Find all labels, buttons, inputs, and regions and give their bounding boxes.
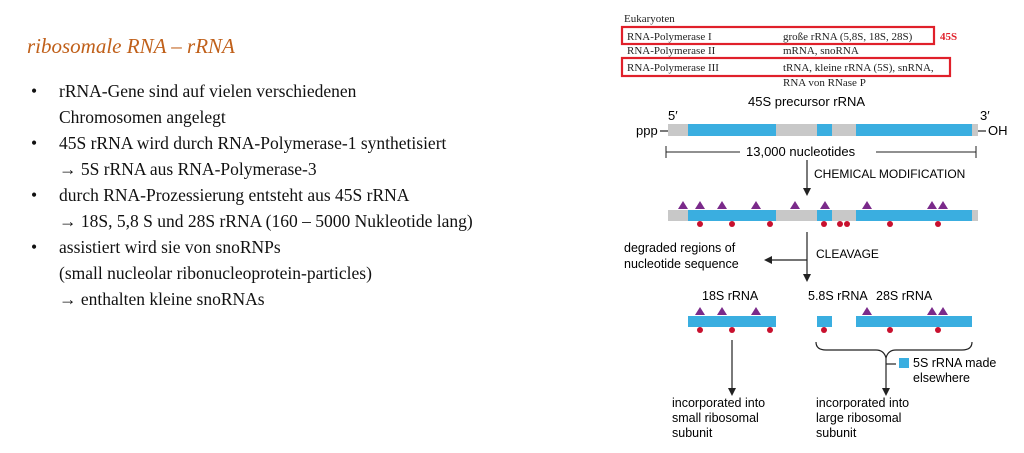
large-subunit-1: incorporated into (816, 396, 909, 410)
bullet-item: rRNA-Gene sind auf vielen verschiedenen … (27, 78, 597, 130)
modified-28s-region (856, 210, 972, 221)
slide-title: ribosomale RNA – rRNA (27, 34, 235, 58)
bullet-line: durch RNA-Prozessierung entsteht aus 45S… (59, 185, 410, 205)
label-28s: 28S rRNA (876, 289, 933, 303)
product-marks-top (695, 307, 948, 315)
bullet-item: durch RNA-Prozessierung entsteht aus 45S… (27, 182, 597, 234)
5s-made-label-2: elsewhere (913, 371, 970, 385)
arrow-step2-head (803, 274, 811, 282)
ppp-label: ppp (636, 123, 658, 138)
modified-58s-region (817, 210, 832, 221)
5s-made-label-1: 5S rRNA made (913, 356, 996, 370)
small-subunit-2: small ribosomal (672, 411, 759, 425)
pol3-name: RNA-Polymerase III (627, 62, 719, 74)
degraded-label-2: nucleotide sequence (624, 257, 739, 271)
bullet-line: → 5S rRNA aus RNA-Polymerase-3 (59, 159, 317, 179)
bullet-line: → 18S, 5,8 S und 28S rRNA (160 – 5000 Nu… (59, 211, 473, 231)
step2-label: CLEAVAGE (816, 247, 879, 261)
small-subunit-1: incorporated into (672, 396, 765, 410)
modified-18s-region (688, 210, 776, 221)
bullet-line: (small nucleolar ribonucleoprotein-parti… (59, 263, 372, 283)
bullet-item: 45S rRNA wird durch RNA-Polymerase-1 syn… (27, 130, 597, 182)
methylation-marks-top (678, 201, 948, 209)
bullet-line: Chromosomen angelegt (59, 107, 226, 127)
label-18s: 18S rRNA (702, 289, 759, 303)
highlight-box-pol1 (620, 25, 936, 46)
three-prime-label: 3′ (980, 108, 990, 123)
highlight-box-pol3 (620, 56, 952, 78)
arrow-step1-head (803, 188, 811, 196)
polymerase-table: Eukaryoten RNA-Polymerase I große rRNA (… (620, 13, 957, 89)
rrna-processing-figure: Eukaryoten RNA-Polymerase I große rRNA (… (620, 13, 1008, 440)
product-58s (817, 316, 832, 327)
length-label: 13,000 nucleotides (746, 144, 856, 159)
precursor-58s-region (817, 124, 832, 136)
length-bracket (665, 146, 977, 158)
step1-label: CHEMICAL MODIFICATION (814, 167, 965, 181)
pol3-product-2: RNA von RNase P (783, 77, 866, 89)
precursor-18s-region (688, 124, 776, 136)
bullet-item: assistiert wird sie von snoRNPs (small n… (27, 234, 597, 312)
product-28s (856, 316, 972, 327)
pol1-product: große rRNA (5,8S, 18S, 28S) (783, 31, 913, 43)
bullet-line: assistiert wird sie von snoRNPs (59, 237, 281, 257)
bullet-list: rRNA-Gene sind auf vielen verschiedenen … (27, 78, 597, 312)
pol1-note: 45S (940, 31, 957, 43)
pol1-name: RNA-Polymerase I (627, 31, 712, 43)
arrow-small-subunit-head (728, 388, 736, 396)
five-prime-label: 5′ (668, 108, 678, 123)
bullet-line: rRNA-Gene sind auf vielen verschiedenen (59, 81, 357, 101)
label-58s: 5.8S rRNA (808, 289, 868, 303)
5s-rrna-square (899, 358, 909, 368)
precursor-28s-region (856, 124, 972, 136)
pseudouridine-marks-bottom (697, 221, 941, 227)
product-marks-bottom (697, 327, 941, 333)
oh-label: OH (988, 123, 1008, 138)
degraded-label-1: degraded regions of (624, 241, 736, 255)
pol2-product: mRNA, snoRNA (783, 45, 859, 57)
bullet-line: 45S rRNA wird durch RNA-Polymerase-1 syn… (59, 133, 447, 153)
arrow-large-subunit-head (882, 388, 890, 396)
table-header: Eukaryoten (624, 13, 675, 25)
small-subunit-3: subunit (672, 426, 713, 440)
degraded-arrow-head (764, 256, 772, 264)
pol2-name: RNA-Polymerase II (627, 45, 716, 57)
pol3-product: tRNA, kleine rRNA (5S), snRNA, (783, 62, 934, 74)
large-subunit-3: subunit (816, 426, 857, 440)
precursor-label: 45S precursor rRNA (748, 94, 865, 109)
large-subunit-2: large ribosomal (816, 411, 901, 425)
product-18s (688, 316, 776, 327)
bullet-line: → enthalten kleine snoRNAs (59, 289, 265, 309)
